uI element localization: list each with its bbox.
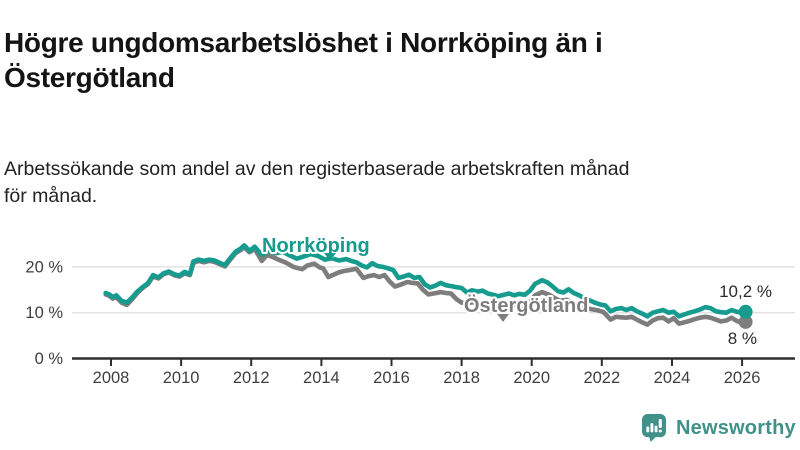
chart-subtitle-line2: för månad. xyxy=(4,184,98,207)
x-tick-label: 2012 xyxy=(233,369,270,387)
y-tick-label: 20 % xyxy=(25,258,63,276)
series-end-value-label-0: 8 % xyxy=(728,329,757,348)
series-end-dot-0 xyxy=(738,314,753,329)
x-tick-label: 2026 xyxy=(724,369,761,387)
y-tick-label: 0 % xyxy=(35,350,64,368)
x-tick-label: 2008 xyxy=(93,369,130,387)
series-label-arrow-1 xyxy=(324,253,336,261)
newsworthy-logo[interactable]: Newsworthy xyxy=(641,413,796,443)
x-tick-label: 2022 xyxy=(583,369,620,387)
newsworthy-wordmark: Newsworthy xyxy=(676,416,796,439)
x-tick-label: 2020 xyxy=(513,369,550,387)
chart-subtitle-line1: Arbetssökande som andel av den registerb… xyxy=(4,157,630,180)
page-title-line1: Högre ungdomsarbetslöshet i Norrköping ä… xyxy=(4,26,603,58)
series-end-value-label-1: 10,2 % xyxy=(719,282,772,301)
newsworthy-bar-chart-bubble-icon xyxy=(641,414,667,442)
chart-subtitle: Arbetssökande som andel av den registerb… xyxy=(4,156,789,211)
y-tick-label: 10 % xyxy=(25,304,63,322)
series-line-1 xyxy=(103,243,748,319)
x-tick-label: 2024 xyxy=(654,369,691,387)
x-tick-label: 2010 xyxy=(163,369,200,387)
series-label-arrow-0 xyxy=(497,314,509,322)
series-end-dot-1 xyxy=(738,304,753,319)
x-tick-label: 2014 xyxy=(303,369,340,387)
x-tick-label: 2016 xyxy=(373,369,410,387)
series-label-0: Östergötland xyxy=(464,294,588,317)
x-tick-label: 2018 xyxy=(443,369,480,387)
page-title: Högre ungdomsarbetslöshet i Norrköping ä… xyxy=(4,25,784,95)
page-title-line2: Östergötland xyxy=(4,61,175,93)
series-label-1: Norrköping xyxy=(262,235,370,257)
